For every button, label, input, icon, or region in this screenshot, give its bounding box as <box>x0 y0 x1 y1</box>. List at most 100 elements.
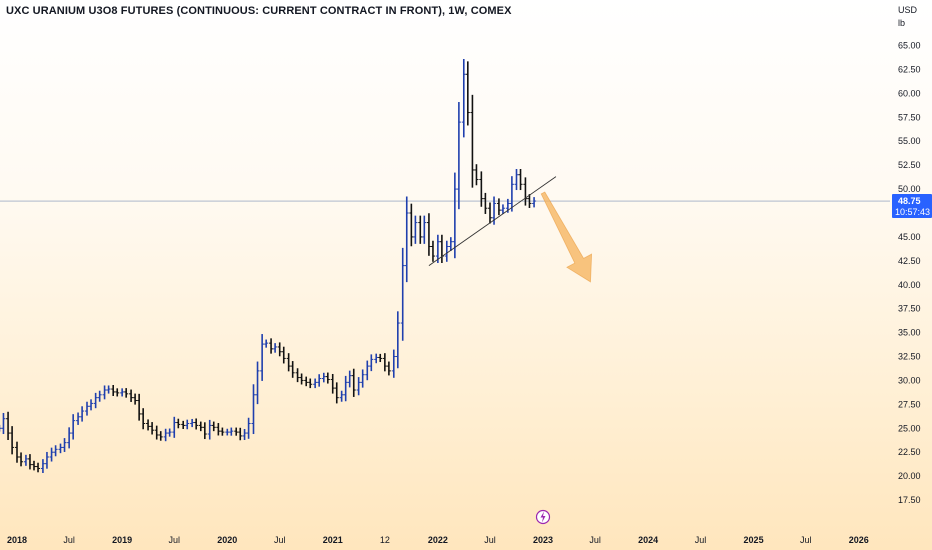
ohlc-bar <box>111 384 116 396</box>
x-tick-label: Jul <box>63 535 75 545</box>
ohlc-bar <box>120 388 125 397</box>
ohlc-bar <box>172 416 177 438</box>
ohlc-bar <box>351 368 356 397</box>
y-tick-label: 57.50 <box>898 112 921 122</box>
ohlc-bar <box>487 202 492 224</box>
ohlc-bar <box>202 422 207 440</box>
ohlc-bar <box>141 408 146 430</box>
drawings-layer[interactable] <box>428 176 593 283</box>
ohlc-bar <box>413 215 418 244</box>
x-tick-label: Jul <box>695 535 707 545</box>
y-tick-label: 20.00 <box>898 471 921 481</box>
x-tick-label: 2019 <box>112 535 132 545</box>
ohlc-bar <box>264 339 269 348</box>
ohlc-bar <box>313 378 318 389</box>
y-tick-label: 17.50 <box>898 495 921 505</box>
ohlc-bar <box>158 431 163 441</box>
ohlc-bar <box>19 452 24 467</box>
ohlc-bar <box>150 422 155 435</box>
x-tick-label: 2026 <box>849 535 869 545</box>
ohlc-bar <box>290 361 295 378</box>
ohlc-bar <box>102 385 107 400</box>
ohlc-bar <box>6 411 11 441</box>
ohlc-bar <box>97 390 102 402</box>
x-tick-label: 2024 <box>638 535 658 545</box>
ohlc-bar <box>382 353 387 372</box>
ohlc-bar <box>470 94 475 188</box>
ohlc-bar <box>281 346 286 364</box>
ohlc-bar <box>439 234 444 263</box>
y-tick-label: 30.00 <box>898 375 921 385</box>
ohlc-bar <box>27 454 32 470</box>
ohlc-bar <box>496 198 501 216</box>
ohlc-bar <box>154 425 159 440</box>
ohlc-bar <box>10 426 15 455</box>
ohlc-bar <box>194 418 199 430</box>
ohlc-bar <box>220 427 225 436</box>
ohlc-bar <box>115 388 120 397</box>
ohlc-bar <box>89 399 94 411</box>
ohlc-bar <box>246 417 251 439</box>
y-tick-label: 45.00 <box>898 232 921 242</box>
x-tick-label: Jul <box>169 535 181 545</box>
ohlc-bar <box>273 343 278 353</box>
ohlc-bar <box>31 460 36 471</box>
ohlc-bar <box>426 213 431 256</box>
x-tick-label: Jul <box>589 535 601 545</box>
unit-label: lb <box>898 18 905 28</box>
ohlc-bar <box>129 389 134 402</box>
ohlc-bar <box>23 454 28 466</box>
ohlc-bar <box>251 384 256 435</box>
ohlc-bar <box>527 194 532 208</box>
ohlc-bar <box>234 427 239 436</box>
ohlc-bar <box>58 443 63 454</box>
ohlc-bar <box>395 311 400 369</box>
ohlc-bar <box>286 353 291 372</box>
ohlc-bar <box>356 377 361 396</box>
ohlc-bar <box>181 420 186 429</box>
ohlc-bar <box>500 204 505 214</box>
x-tick-label: 2022 <box>428 535 448 545</box>
ohlc-bar <box>137 393 142 421</box>
ohlc-bar <box>400 247 405 341</box>
x-tick-label: 2021 <box>323 535 343 545</box>
ohlc-bar <box>365 360 370 381</box>
ohlc-bar <box>260 334 265 381</box>
ohlc-bar <box>317 374 322 387</box>
y-tick-label: 37.50 <box>898 304 921 314</box>
ohlc-bar <box>418 215 423 244</box>
ohlc-bar <box>167 428 172 437</box>
ohlc-bar <box>308 378 313 389</box>
ohlc-bar <box>1 412 6 435</box>
ohlc-bar <box>347 370 352 388</box>
ohlc-bar <box>461 58 466 138</box>
ohlc-bar <box>198 421 203 432</box>
ohlc-bar <box>343 375 348 402</box>
ohlc-bar <box>225 428 230 436</box>
ohlc-bar <box>49 447 54 462</box>
ohlc-bar <box>0 424 2 432</box>
chart-title: UXC URANIUM U3O8 FUTURES (CONTINUOUS: CU… <box>6 5 512 17</box>
ohlc-bar <box>133 393 138 405</box>
ohlc-bar <box>67 427 72 449</box>
ohlc-bar <box>448 237 453 252</box>
ohlc-bar <box>84 401 89 416</box>
ohlc-bar <box>378 353 383 363</box>
ohlc-bar <box>304 376 309 387</box>
ohlc-bar <box>176 418 181 429</box>
ohlc-bar <box>44 451 49 469</box>
ohlc-bar <box>190 418 195 428</box>
y-tick-label: 25.00 <box>898 423 921 433</box>
ohlc-bar <box>238 427 243 441</box>
x-tick-label: Jul <box>800 535 812 545</box>
ohlc-bar <box>532 197 537 208</box>
y-tick-label: 40.00 <box>898 280 921 290</box>
ohlc-bar <box>229 427 234 436</box>
ohlc-bar <box>374 353 379 364</box>
ohlc-bar <box>514 168 519 191</box>
ohlc-bar <box>330 373 335 394</box>
y-tick-label: 35.00 <box>898 328 921 338</box>
ohlc-bar <box>163 428 168 442</box>
